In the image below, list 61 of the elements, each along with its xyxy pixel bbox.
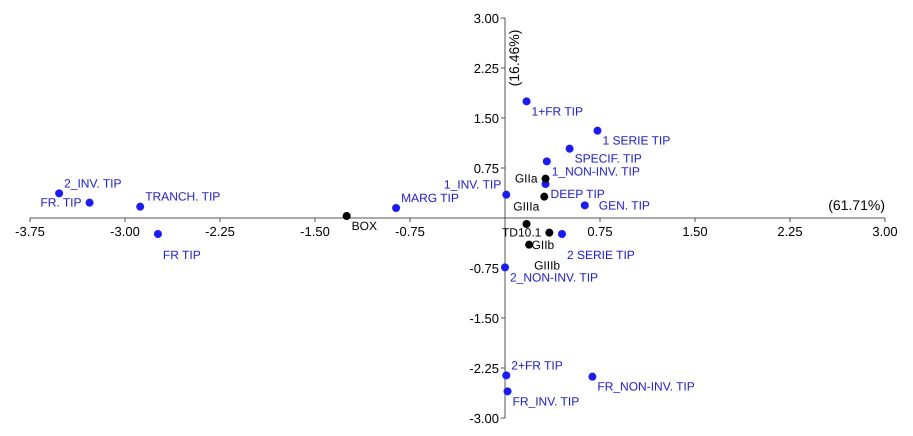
x-tick-label: -2.25	[205, 224, 235, 239]
x-tick-label: -3.75	[15, 224, 45, 239]
annotation: FR_INV. TIP	[512, 394, 580, 408]
point	[502, 371, 510, 380]
point	[542, 174, 550, 183]
annotation: 2_INV. TIP	[64, 176, 122, 190]
point	[580, 201, 589, 210]
y-axis-title: (16.46%)	[506, 30, 522, 86]
point	[558, 230, 566, 238]
point	[154, 230, 162, 238]
x-axis-title: (61.71%)	[828, 197, 885, 213]
annotation: BOX	[352, 219, 378, 233]
annotation: GIIIa	[513, 200, 540, 214]
annotation: GIIIb	[534, 258, 560, 273]
annotation: FR. TIP	[40, 196, 82, 210]
y-tick-label: -3.00	[469, 411, 499, 426]
annotation: FR TIP	[162, 248, 201, 262]
point	[504, 387, 512, 396]
point	[136, 202, 144, 211]
point	[522, 97, 531, 106]
y-tick-label: -0.75	[469, 261, 499, 276]
annotation: GIIb	[532, 238, 555, 252]
point	[593, 126, 602, 135]
point	[542, 157, 551, 166]
y-tick-label: -2.25	[469, 361, 499, 376]
annotation: MARG TIP	[401, 191, 459, 205]
point	[502, 190, 510, 199]
annotation: TRANCH. TIP	[145, 190, 220, 204]
annotation: 2 SERIE TIP	[567, 248, 635, 262]
x-tick-label: -3.00	[110, 224, 140, 239]
x-tick-label: -1.50	[300, 224, 330, 239]
point	[566, 144, 574, 153]
point	[86, 198, 94, 207]
annotation: GEN. TIP	[598, 198, 650, 212]
annotation: 1 SERIE TIP	[602, 134, 670, 148]
point	[342, 212, 351, 220]
point	[501, 263, 509, 272]
point	[55, 189, 64, 198]
point	[588, 372, 596, 381]
annotation: 1+FR TIP	[532, 104, 583, 118]
annotation: GIIa	[514, 172, 538, 186]
x-tick-label: 1.50	[682, 224, 708, 239]
y-tick-label: 1.50	[474, 111, 499, 126]
annotation: 2+FR TIP	[511, 358, 563, 372]
point	[545, 228, 554, 237]
x-tick-label: 2.25	[777, 224, 803, 239]
annotation: 1_NON-INV. TIP	[552, 164, 640, 178]
y-tick-label: -1.50	[469, 311, 499, 326]
point	[392, 204, 400, 212]
annotation: 2_NON-INV. TIP	[510, 270, 598, 284]
annotation: FR_NON-INV. TIP	[597, 380, 695, 394]
annotation: DEEP TIP	[550, 187, 605, 201]
point	[540, 192, 548, 201]
annotation: 1_INV. TIP	[444, 178, 502, 192]
y-tick-label: 2.25	[474, 61, 499, 76]
x-tick-label: -0.75	[395, 224, 425, 239]
y-tick-label: 3.00	[474, 11, 499, 26]
y-tick-label: 0.75	[474, 161, 499, 176]
x-tick-label: 0.75	[587, 224, 613, 239]
x-tick-label: 3.00	[872, 224, 898, 239]
annotation: SPECIF. TIP	[574, 152, 642, 166]
